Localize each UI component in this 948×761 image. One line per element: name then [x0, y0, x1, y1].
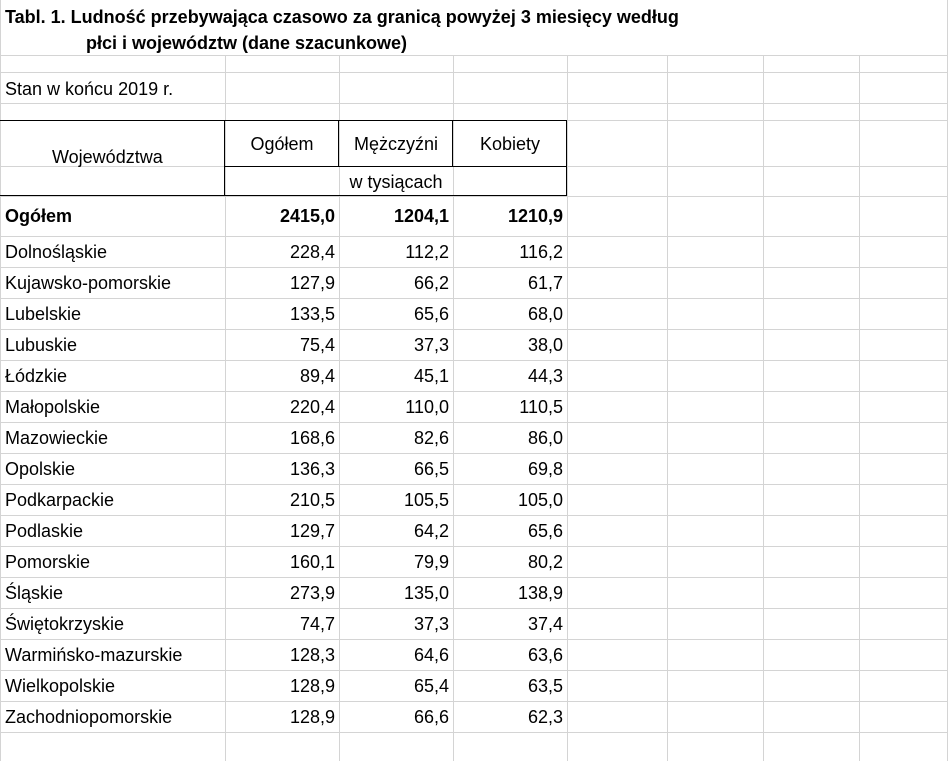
row-men-value: 65,6: [413, 304, 449, 324]
row-women-value: 44,3: [527, 366, 563, 386]
row-region-name: Zachodniopomorskie: [5, 707, 173, 727]
table-title-line-2: płci i województw (dane szacunkowe): [86, 33, 408, 53]
row-total-value: 136,3: [289, 459, 335, 479]
row-women-value: 86,0: [527, 428, 563, 448]
row-men-value: 66,2: [413, 273, 449, 293]
row-men-value: 82,6: [413, 428, 449, 448]
row-region-name: Małopolskie: [5, 397, 101, 417]
row-region-name: Podkarpackie: [5, 490, 115, 510]
row-women-value: 69,8: [527, 459, 563, 479]
row-region-name: Kujawsko-pomorskie: [5, 273, 172, 293]
header-total: Ogółem: [250, 134, 314, 154]
row-region-name: Śląskie: [5, 583, 64, 603]
row-region-name: Lubelskie: [5, 304, 82, 324]
row-women-value: 37,4: [527, 614, 563, 634]
row-region-name: Łódzkie: [5, 366, 68, 386]
row-total-value: 160,1: [289, 552, 335, 572]
row-women-value: 80,2: [527, 552, 563, 572]
row-region-name: Podlaskie: [5, 521, 84, 541]
header-region: Województwa: [52, 147, 163, 167]
row-men-value: 66,5: [413, 459, 449, 479]
row-total-value: 127,9: [289, 273, 335, 293]
row-region-name: Ogółem: [5, 206, 73, 226]
row-total-value: 133,5: [289, 304, 335, 324]
row-women-value: 1210,9: [507, 206, 563, 226]
row-region-name: Pomorskie: [5, 552, 91, 572]
row-region-name: Wielkopolskie: [5, 676, 116, 696]
row-region-name: Mazowieckie: [5, 428, 109, 448]
row-total-value: 220,4: [289, 397, 335, 417]
row-total-value: 273,9: [289, 583, 335, 603]
row-women-value: 116,2: [519, 242, 563, 262]
row-total-value: 128,9: [289, 707, 335, 727]
header-women: Kobiety: [479, 134, 541, 154]
row-men-value: 37,3: [413, 614, 449, 634]
row-total-value: 129,7: [289, 521, 335, 541]
row-men-value: 112,2: [405, 242, 449, 262]
row-region-name: Lubuskie: [5, 335, 78, 355]
row-women-value: 68,0: [527, 304, 563, 324]
row-women-value: 63,6: [527, 645, 563, 665]
row-men-value: 1204,1: [393, 206, 449, 226]
row-total-value: 74,7: [299, 614, 335, 634]
row-women-value: 38,0: [527, 335, 563, 355]
row-men-value: 64,6: [413, 645, 449, 665]
row-women-value: 61,7: [527, 273, 563, 293]
row-men-value: 66,6: [413, 707, 449, 727]
row-men-value: 37,3: [413, 335, 449, 355]
row-women-value: 65,6: [527, 521, 563, 541]
row-total-value: 89,4: [299, 366, 335, 386]
row-total-value: 228,4: [289, 242, 335, 262]
row-region-name: Warmińsko-mazurskie: [5, 645, 183, 665]
row-total-value: 128,9: [289, 676, 335, 696]
row-men-value: 79,9: [413, 552, 449, 572]
row-women-value: 110,5: [519, 397, 563, 417]
row-men-value: 105,5: [403, 490, 449, 510]
table-title-line-1: Tabl. 1. Ludność przebywająca czasowo za…: [5, 7, 679, 27]
row-region-name: Świętokrzyskie: [5, 614, 125, 634]
row-total-value: 128,3: [289, 645, 335, 665]
header-men: Mężczyźni: [353, 134, 438, 154]
row-total-value: 168,6: [289, 428, 335, 448]
header-unit: w tysiącach: [349, 172, 443, 192]
subtitle: Stan w końcu 2019 r.: [5, 79, 174, 99]
row-women-value: 62,3: [527, 707, 563, 727]
row-men-value: 45,1: [413, 366, 449, 386]
row-region-name: Dolnośląskie: [5, 242, 108, 262]
row-men-value: 64,2: [413, 521, 449, 541]
row-men-value: 110,0: [405, 397, 449, 417]
row-region-name: Opolskie: [5, 459, 76, 479]
row-total-value: 210,5: [289, 490, 335, 510]
row-women-value: 105,0: [517, 490, 563, 510]
row-total-value: 75,4: [299, 335, 335, 355]
row-total-value: 2415,0: [279, 206, 335, 226]
row-women-value: 63,5: [527, 676, 563, 696]
row-men-value: 135,0: [403, 583, 449, 603]
row-women-value: 138,9: [517, 583, 563, 603]
row-men-value: 65,4: [413, 676, 449, 696]
